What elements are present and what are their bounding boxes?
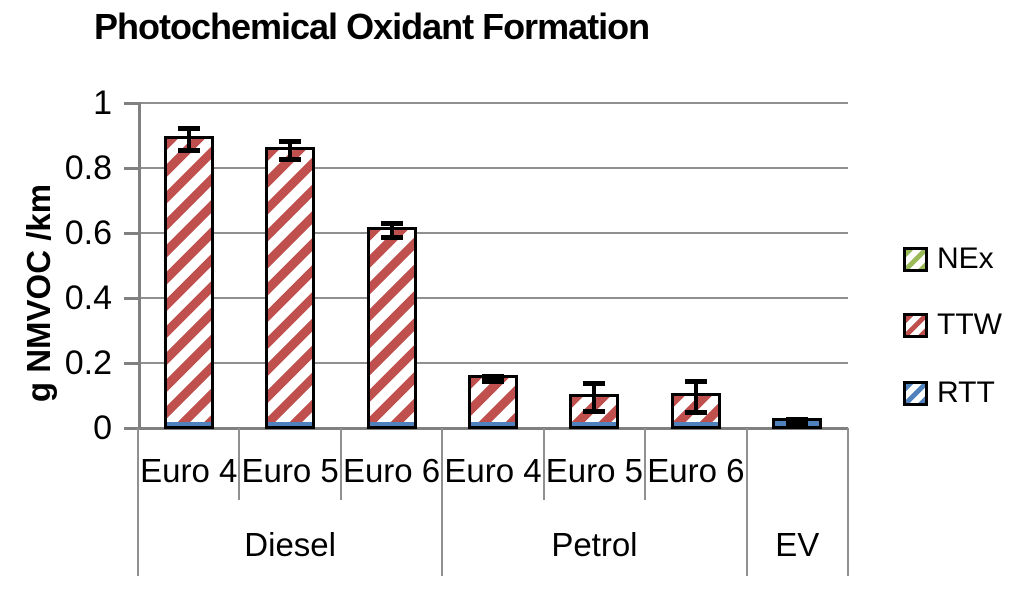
bar-segment-ttw [369, 229, 414, 423]
legend-label: TTW [937, 308, 1002, 341]
bar-diesel-euro-4 [163, 135, 214, 429]
x-tick-label: Euro 4 [140, 452, 238, 489]
legend-item-nex: NEx [903, 244, 994, 274]
x-group-label-ev: EV [775, 526, 820, 563]
bar-segment-ttw [471, 378, 515, 423]
bar-segment-ttw [268, 150, 313, 423]
legend-swatch-ttw-icon [903, 312, 928, 338]
category-separator-tick [339, 428, 342, 500]
y-tick-label: 1 [93, 84, 112, 122]
error-bar-cap-bottom [684, 409, 707, 415]
y-tick-label: 0 [93, 409, 112, 447]
gridline [138, 232, 848, 234]
x-tick-label: Euro 5 [545, 452, 644, 489]
gridline [138, 297, 848, 299]
y-tick-label: 0.8 [64, 149, 112, 187]
bar-segment-rtt [369, 422, 414, 426]
y-axis-tick [124, 297, 138, 300]
error-bar-cap-top [583, 381, 606, 387]
x-group-label-diesel: Diesel [244, 526, 336, 563]
error-bar-cap-bottom [482, 378, 504, 384]
error-bar-line [592, 383, 597, 411]
x-tick-label: Euro 4 [444, 452, 542, 489]
x-tick-label: Euro 6 [647, 452, 745, 489]
legend-swatch-nex-icon [903, 246, 928, 272]
bar-segment-rtt [673, 422, 718, 426]
bar-segment-rtt [268, 422, 313, 426]
bar-diesel-euro-5 [265, 147, 316, 429]
x-tick-label: Euro 5 [241, 452, 339, 489]
group-separator-tick [847, 428, 849, 576]
y-axis-tick [124, 232, 138, 235]
group-separator-tick [441, 428, 444, 576]
x-group-label-petrol: Petrol [551, 526, 638, 563]
y-axis-tick [124, 102, 138, 105]
legend-item-rtt: RTT [903, 378, 995, 408]
y-tick-label: 0.4 [64, 279, 112, 317]
y-axis-tick [124, 167, 138, 170]
bar-segment-rtt [166, 422, 211, 426]
gridline [138, 167, 848, 169]
legend-label: NEx [937, 242, 994, 275]
error-bar-cap-top [786, 416, 809, 422]
error-bar-line [389, 222, 394, 237]
group-separator-tick [137, 428, 139, 576]
error-bar-cap-top [279, 139, 302, 145]
gridline [138, 102, 848, 104]
category-separator-tick [238, 428, 241, 500]
legend-label: RTT [937, 376, 995, 409]
error-bar-cap-bottom [279, 157, 302, 163]
y-axis-tick [124, 427, 138, 430]
error-bar-line [186, 127, 191, 150]
error-bar-cap-bottom [583, 408, 606, 414]
y-axis-tick [124, 362, 138, 365]
category-separator-tick [644, 428, 647, 500]
error-bar-line [693, 380, 698, 412]
chart-title: Photochemical Oxidant Formation [94, 6, 650, 47]
error-bar-cap-top [177, 125, 200, 131]
y-tick-label: 0.2 [64, 344, 112, 382]
gridline [138, 362, 848, 364]
error-bar-cap-top [684, 378, 707, 384]
category-separator-tick [542, 428, 545, 500]
error-bar-cap-bottom [786, 420, 809, 426]
bar-segment-ttw [166, 138, 211, 423]
error-bar-cap-top [482, 373, 504, 379]
y-tick-label: 0.6 [64, 214, 112, 252]
error-bar-line [288, 141, 293, 160]
group-separator-tick [745, 428, 748, 576]
error-bar-cap-bottom [380, 234, 403, 240]
legend-item-ttw: TTW [903, 310, 1002, 340]
x-tick-label: Euro 6 [342, 452, 441, 489]
bar-diesel-euro-6 [366, 226, 417, 429]
error-bar-cap-top [380, 220, 403, 226]
bar-segment-rtt [572, 422, 617, 426]
error-bar-cap-bottom [177, 147, 200, 153]
y-axis-line [138, 102, 141, 430]
bar-segment-rtt [471, 422, 515, 426]
bar-petrol-euro-4 [468, 375, 518, 429]
legend-swatch-rtt-icon [903, 380, 928, 406]
